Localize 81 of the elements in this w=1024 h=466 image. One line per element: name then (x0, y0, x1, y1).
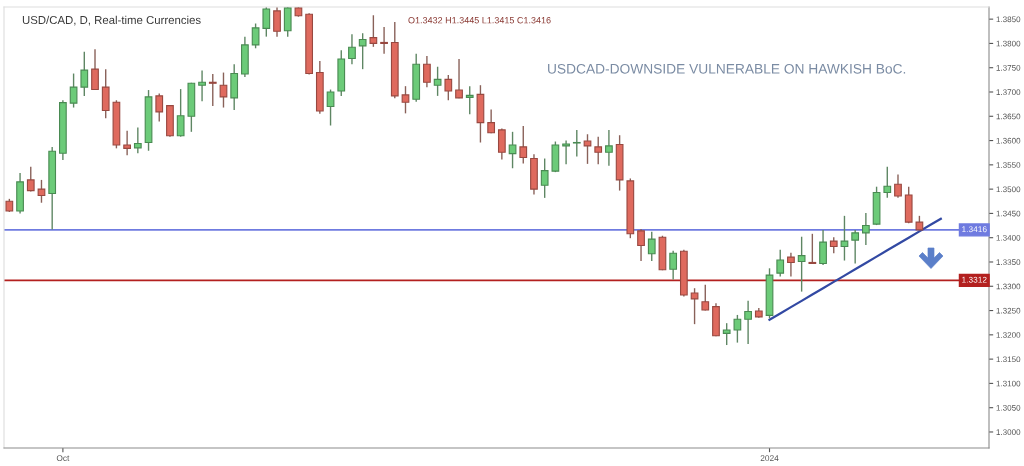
candlestick (26, 166, 35, 193)
y-tick-label: 1.3450 (996, 210, 1021, 217)
candlestick (572, 129, 581, 158)
candlestick (91, 48, 99, 91)
x-tick-label: 2024 (760, 455, 779, 462)
candlestick (262, 7, 271, 38)
candlestick (883, 166, 892, 199)
candlestick (380, 26, 388, 55)
candlestick (562, 139, 570, 166)
candlestick (37, 179, 46, 204)
candlestick (369, 14, 378, 48)
candlestick (401, 85, 410, 115)
candlestick (787, 252, 795, 278)
annotation: O1.3432 H1.3445 L1.3415 C1.3416 (408, 17, 551, 24)
y-tick-label: 1.3000 (996, 429, 1021, 435)
candlestick (423, 55, 431, 88)
candlestick (358, 32, 367, 70)
candlestick (273, 7, 281, 38)
candlestick (701, 284, 710, 312)
candlestick (455, 58, 463, 100)
x-tick-label: Oct (56, 455, 70, 462)
y-tick-label: 1.3700 (996, 89, 1021, 95)
candlestick (444, 74, 453, 101)
candlestick (776, 249, 785, 278)
candlestick (251, 22, 260, 49)
y-tick-label: 1.3200 (996, 332, 1021, 338)
text: USD/CAD, D, Real-time Currencies (22, 15, 201, 26)
candlestick (519, 125, 528, 165)
candlestick (637, 228, 645, 262)
candlestick (465, 85, 474, 116)
candlestick (326, 88, 335, 127)
candlestick (583, 133, 592, 165)
candlestick (669, 250, 678, 281)
candlestick (508, 131, 517, 169)
candlestick (283, 7, 292, 38)
ref-line-label: 1.3416 (962, 226, 987, 233)
candlestick (594, 135, 603, 166)
candlestick (155, 92, 164, 123)
candlestick (497, 127, 506, 161)
annotation: USDCAD-DOWNSIDE VULNERABLE ON HAWKISH BoC. (548, 63, 906, 74)
candlestick (348, 33, 356, 66)
candlestick (123, 130, 131, 156)
y-tick-label: 1.3750 (996, 65, 1021, 71)
y-tick-label: 1.3400 (996, 234, 1021, 241)
y-tick-label: 1.3100 (996, 380, 1021, 387)
y-tick-label: 1.3050 (996, 404, 1021, 411)
y-tick-label: 1.3300 (996, 283, 1021, 290)
candlestick (133, 126, 142, 154)
y-tick-label: 1.3150 (996, 356, 1021, 363)
candlestick (797, 236, 806, 293)
candlestick (840, 215, 849, 262)
y-tick-label: 1.3600 (996, 137, 1021, 144)
candlestick (80, 50, 89, 97)
candlestick (808, 233, 817, 265)
y-tick-label: 1.3850 (996, 16, 1021, 23)
candlestick (69, 72, 78, 109)
ref-line-label: 1.3312 (962, 276, 987, 283)
y-tick-label: 1.3800 (996, 40, 1021, 47)
candlestick (101, 68, 110, 119)
candlestick (540, 157, 549, 199)
candlestick (690, 287, 699, 325)
candlestick (176, 88, 185, 138)
candlestick (433, 66, 442, 97)
line-series (768, 217, 942, 321)
candlestick (647, 231, 656, 262)
y-tick-label: 1.3650 (996, 113, 1021, 120)
candlestick (819, 229, 827, 266)
candlestick (733, 314, 742, 344)
y-tick-label: 1.3500 (996, 186, 1021, 193)
candlestick (894, 173, 902, 199)
y-tick-label: 1.3350 (996, 259, 1021, 265)
candlestick (198, 69, 206, 102)
candlestick (851, 229, 860, 265)
candlestick (744, 300, 752, 345)
y-tick-label: 1.3550 (996, 162, 1021, 168)
candlestick (722, 322, 731, 346)
candlestick (219, 71, 228, 109)
candlestick (605, 129, 613, 167)
y-tick-label: 1.3250 (996, 307, 1021, 314)
candlestick (862, 212, 870, 246)
candlestick (208, 73, 217, 107)
